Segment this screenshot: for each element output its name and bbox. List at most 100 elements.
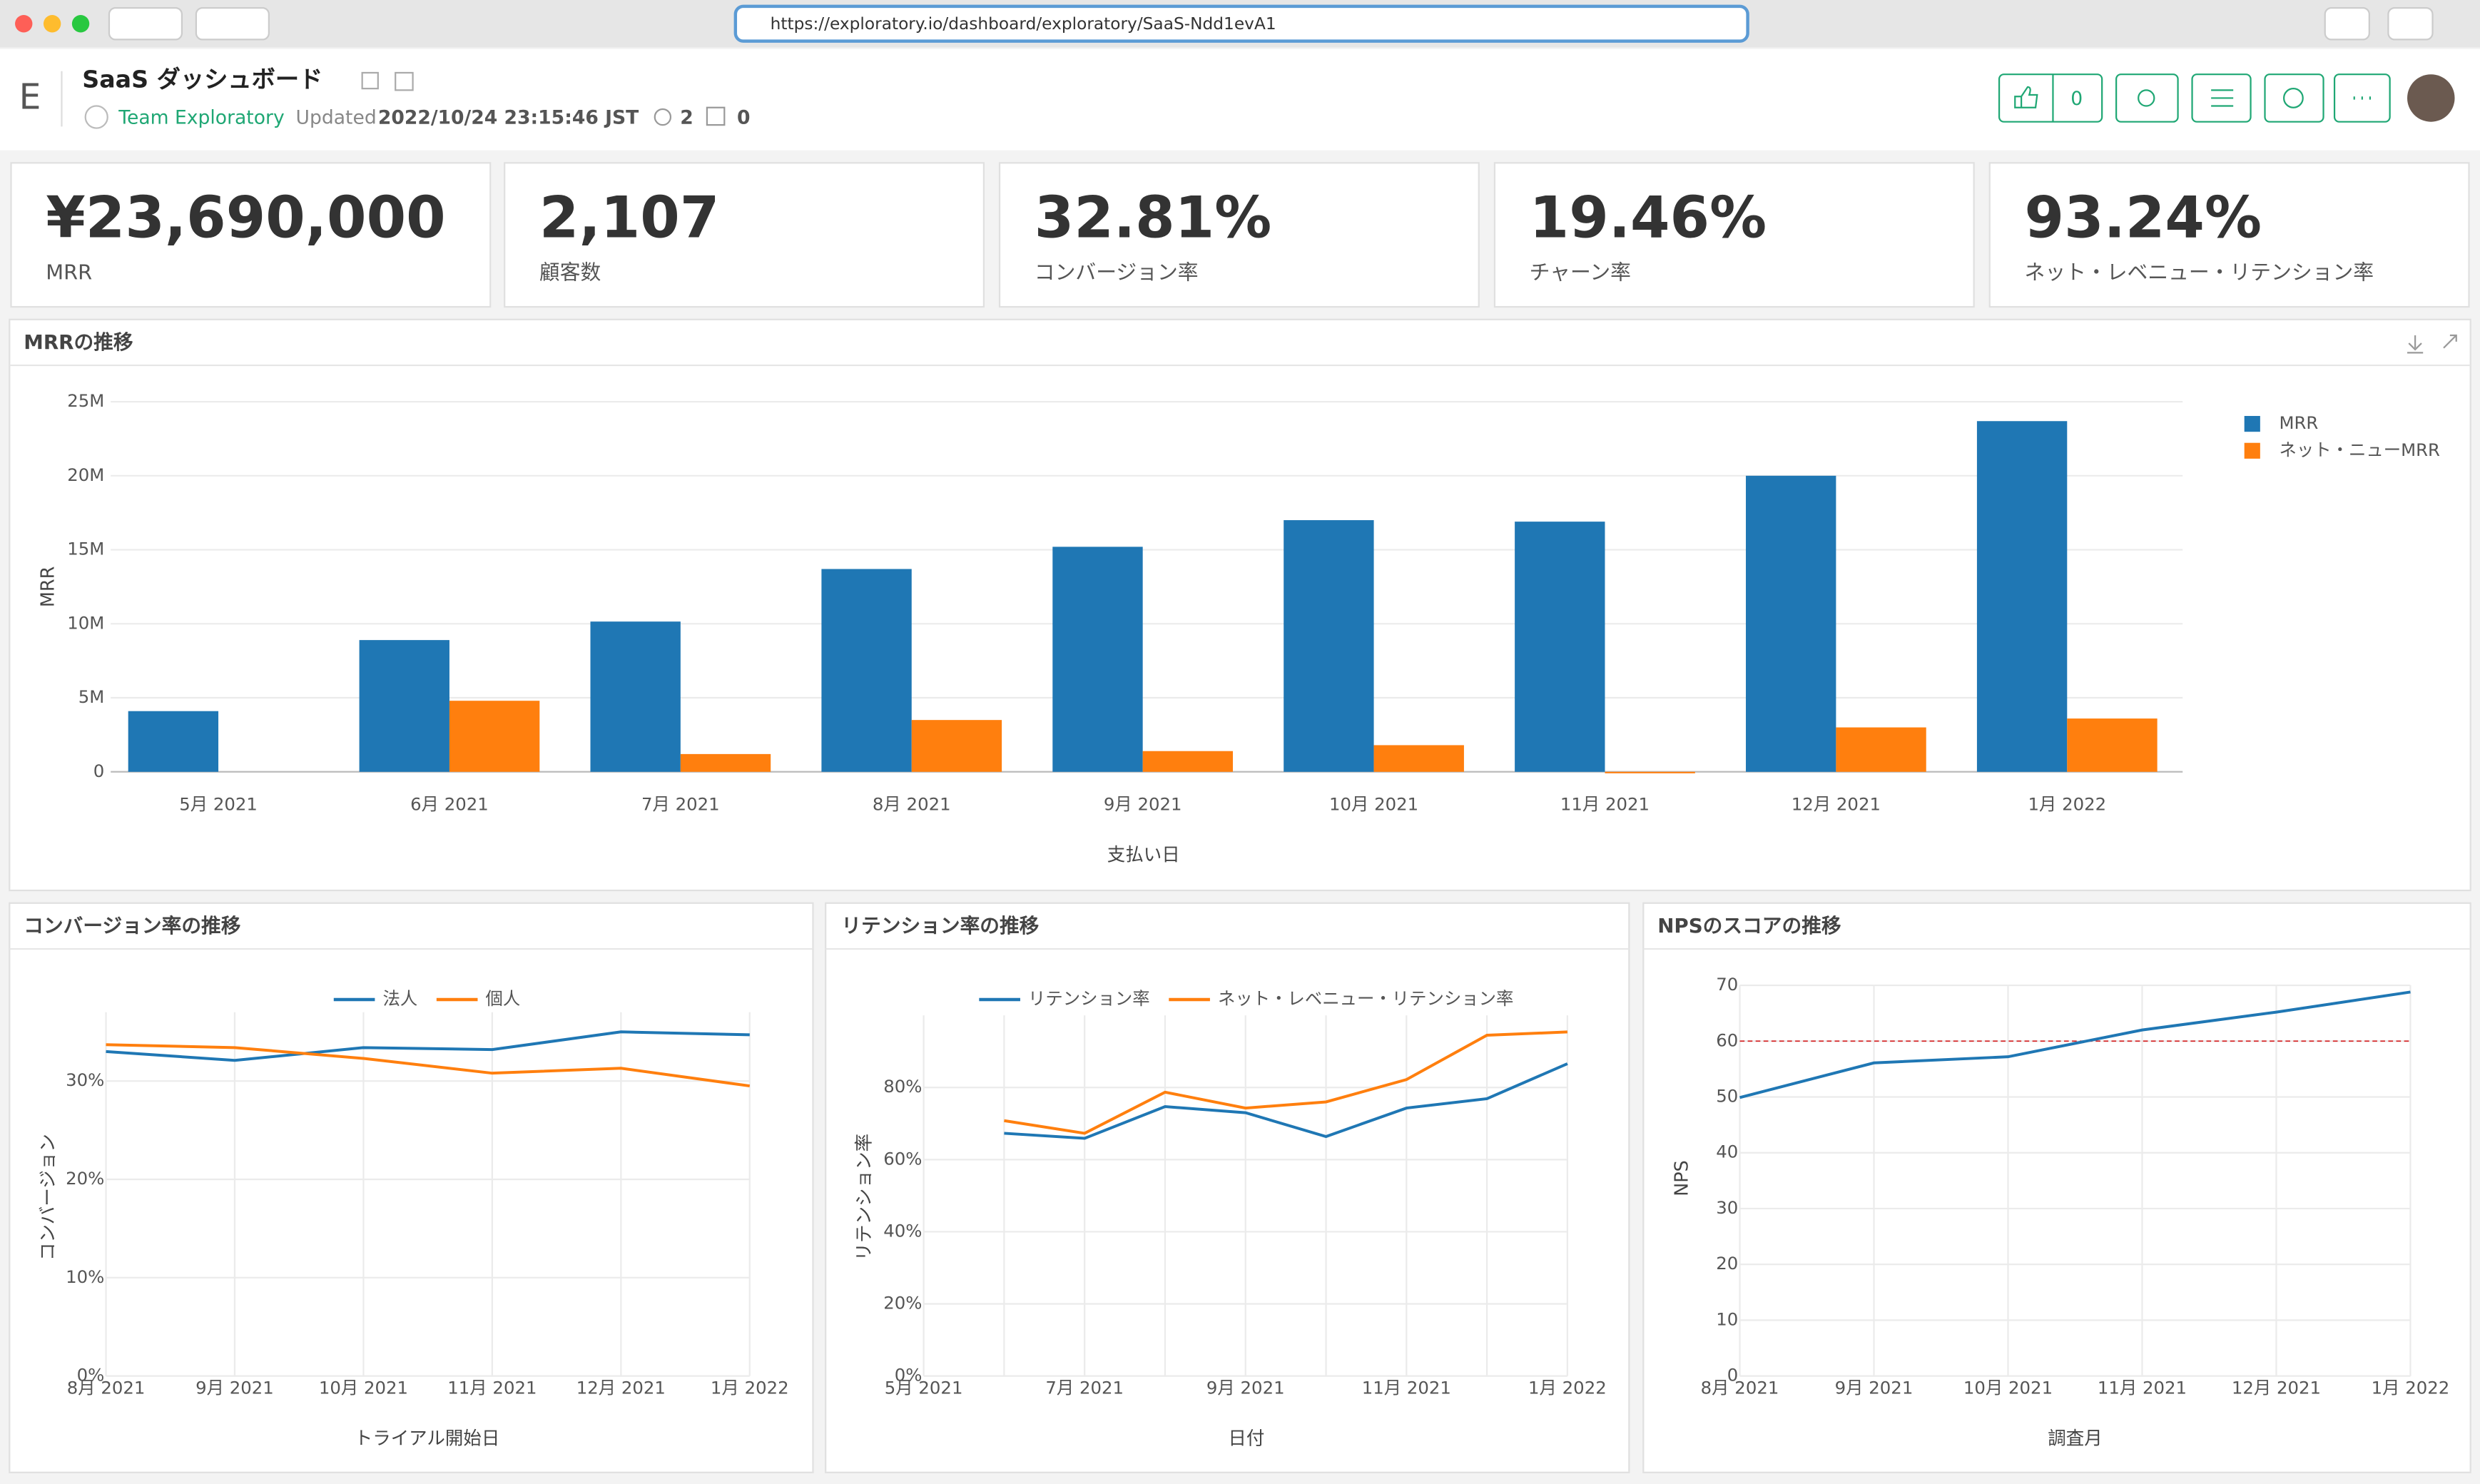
updated-time: 2022/10/24 23:15:46 JST xyxy=(378,107,639,129)
y-tick-label: 60% xyxy=(883,1148,922,1169)
downloads-icon xyxy=(706,106,726,126)
y-tick-label: 5M xyxy=(78,686,105,707)
y-tick-label: 40% xyxy=(883,1220,922,1241)
kpi-value: 2,107 xyxy=(539,184,719,250)
kpi-label: チャーン率 xyxy=(1530,260,1631,285)
y-tick-label: 15M xyxy=(67,539,104,559)
y-tick-label: 20M xyxy=(67,464,104,485)
x-tick-label: 8月 2021 xyxy=(1701,1377,1779,1398)
legend-label: ネット・ニューMRR xyxy=(2279,439,2440,460)
legend-label: ネット・レベニュー・リテンション率 xyxy=(1218,988,1513,1009)
logo[interactable]: E xyxy=(19,78,41,118)
legend: リテンション率 ネット・レベニュー・リテンション率 xyxy=(979,988,1513,1009)
icon xyxy=(2283,88,2304,108)
panel-title: MRRの推移 xyxy=(24,330,133,354)
kpi-value: 32.81% xyxy=(1035,184,1271,250)
schedule-button[interactable] xyxy=(2264,73,2324,123)
x-tick-label: 12月 2021 xyxy=(576,1377,666,1398)
address-bar[interactable] xyxy=(733,4,1749,43)
legend-swatch xyxy=(2244,416,2260,432)
y-axis-label: MRR xyxy=(38,566,59,607)
x-tick-label: 10月 2021 xyxy=(1329,793,1418,814)
x-tick-label: 8月 2021 xyxy=(873,793,951,814)
bar xyxy=(128,711,219,772)
kpi-label: 顧客数 xyxy=(539,260,601,285)
legend-label: 法人 xyxy=(382,988,417,1009)
bar xyxy=(1284,520,1374,772)
kpi-card xyxy=(1493,162,1975,308)
kpi-value: 93.24% xyxy=(2025,184,2262,250)
bar xyxy=(1142,751,1234,772)
bar xyxy=(821,569,912,772)
x-tick-label: 11月 2021 xyxy=(2098,1377,2187,1398)
kpi-card xyxy=(504,162,985,308)
zoom-button[interactable] xyxy=(71,15,90,33)
x-tick-label: 9月 2021 xyxy=(195,1377,274,1398)
close-button[interactable] xyxy=(15,15,33,33)
minimize-button[interactable] xyxy=(43,15,61,33)
kpi-card xyxy=(998,162,1480,308)
y-tick-label: 30% xyxy=(66,1069,104,1090)
x-tick-label: 5月 2021 xyxy=(885,1377,963,1398)
x-tick-label: 11月 2021 xyxy=(1560,793,1650,814)
x-tick-label: 6月 2021 xyxy=(410,793,489,814)
y-tick-label: 0 xyxy=(93,761,105,781)
x-tick-label: 1月 2022 xyxy=(1528,1377,1607,1398)
like-button[interactable] xyxy=(1998,73,2103,123)
bar xyxy=(1836,727,1926,772)
y-tick-label: 20% xyxy=(66,1168,104,1189)
y-tick-label: 30 xyxy=(1716,1197,1738,1218)
x-tick-label: 10月 2021 xyxy=(319,1377,408,1398)
y-tick-label: 60 xyxy=(1716,1030,1738,1050)
x-tick-label: 7月 2021 xyxy=(1045,1377,1124,1398)
tabs-button[interactable] xyxy=(2387,6,2434,41)
x-tick-label: 11月 2021 xyxy=(1362,1377,1451,1398)
y-axis-label: NPS xyxy=(1672,1160,1693,1196)
y-tick-label: 10% xyxy=(66,1266,104,1287)
share-button[interactable] xyxy=(2324,6,2370,41)
lock-icon[interactable] xyxy=(361,71,379,90)
downloads: 0 xyxy=(737,107,751,129)
team-link[interactable]: Team Exploratory xyxy=(118,107,284,129)
line xyxy=(106,1030,750,1062)
legend-swatch xyxy=(2244,442,2260,459)
panel-icons[interactable] xyxy=(2407,334,2457,354)
bar xyxy=(680,753,771,772)
nav-buttons[interactable] xyxy=(108,6,183,41)
legend-label: 個人 xyxy=(486,988,521,1009)
x-tick-label: 1月 2022 xyxy=(711,1377,789,1398)
y-tick-label: 10M xyxy=(67,612,104,633)
kpi-card xyxy=(1988,162,2470,308)
x-tick-label: 5月 2021 xyxy=(179,793,258,814)
bar xyxy=(590,621,681,772)
header xyxy=(0,49,2480,151)
x-tick-label: 9月 2021 xyxy=(1835,1377,1914,1398)
x-axis-label: 日付 xyxy=(1228,1428,1264,1449)
avatar[interactable] xyxy=(2407,74,2455,122)
views: 2 xyxy=(680,107,693,129)
y-tick-label: 25M xyxy=(67,390,104,411)
x-tick-label: 9月 2021 xyxy=(1206,1377,1285,1398)
kpi-value: 19.46% xyxy=(1530,184,1767,250)
x-tick-label: 1月 2022 xyxy=(2028,793,2106,814)
kpi-label: MRR xyxy=(46,260,92,285)
y-tick-label: 10 xyxy=(1716,1308,1738,1329)
x-axis-label: 支払い日 xyxy=(1107,844,1180,865)
share-users-button[interactable] xyxy=(2115,73,2179,123)
y-tick-label: 20% xyxy=(883,1293,922,1313)
icon xyxy=(2138,89,2155,107)
panel xyxy=(9,902,814,1473)
edit-icon[interactable] xyxy=(395,71,414,91)
bar xyxy=(449,701,540,772)
y-tick-label: 0% xyxy=(895,1365,923,1386)
y-tick-label: 20 xyxy=(1716,1253,1738,1274)
bar xyxy=(1746,475,1836,772)
y-tick-label: 0 xyxy=(1727,1365,1739,1386)
sidebar-button[interactable] xyxy=(195,6,270,41)
x-tick-label: 12月 2021 xyxy=(1792,793,1881,814)
like-icon xyxy=(2014,86,2038,108)
x-tick-label: 10月 2021 xyxy=(1963,1377,2053,1398)
bar xyxy=(1605,771,1695,773)
panel-title: コンバージョン率の推移 xyxy=(24,914,240,937)
bar xyxy=(359,640,449,772)
